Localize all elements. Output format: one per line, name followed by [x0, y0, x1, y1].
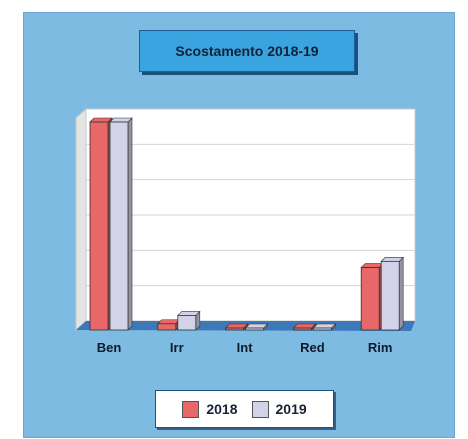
bar-irr-2019 — [177, 310, 201, 331]
x-tick-label-irr: Irr — [170, 340, 184, 355]
legend-item-2018: 2018 — [182, 400, 238, 418]
legend: 2018 2019 — [155, 390, 334, 428]
legend-swatch-2019 — [251, 400, 269, 418]
bar-int-2018 — [224, 323, 249, 331]
bar-int-2019 — [244, 323, 269, 331]
legend-item-2019: 2019 — [251, 400, 307, 418]
bar-red-2018 — [292, 323, 317, 331]
x-tick-label-rim: Rim — [368, 340, 393, 355]
x-tick-label-int: Int — [237, 340, 254, 355]
bar-irr-2018 — [157, 319, 181, 331]
x-tick-label-ben: Ben — [97, 340, 122, 355]
chart-title: Scostamento 2018-19 — [139, 30, 355, 72]
bar-ben-2019 — [109, 117, 133, 331]
bar-rim-2018 — [360, 262, 384, 331]
x-tick-label-red: Red — [300, 340, 325, 355]
bar-red-2019 — [312, 323, 337, 331]
bar-ben-2018 — [89, 117, 113, 331]
legend-swatch-2018 — [182, 400, 200, 418]
legend-label-2019: 2019 — [275, 401, 307, 417]
plot-side-wall — [75, 107, 87, 332]
legend-label-2018: 2018 — [206, 401, 238, 417]
bar-rim-2019 — [380, 256, 404, 331]
